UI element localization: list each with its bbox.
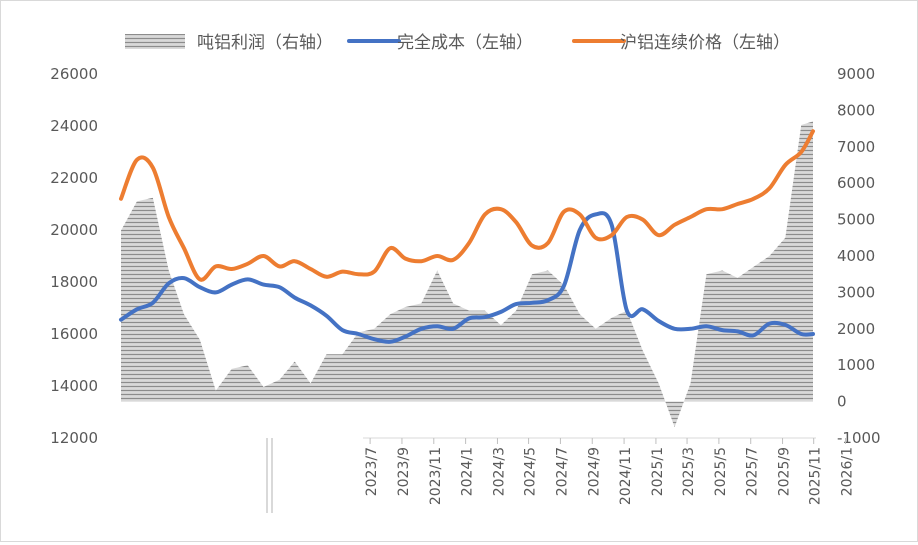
legend-label-cost: 完全成本（左轴） — [397, 33, 533, 53]
legend-item-profit: 吨铝利润（右轴） — [125, 33, 333, 53]
right-axis: -1000 0 1000 2000 3000 4000 5000 6000 7000 8000 90… — [837, 65, 881, 447]
x-axis-tick-label: 2024/5 — [523, 447, 539, 496]
x-axis-tick-label: 2024/1 — [460, 447, 476, 496]
x-axis-tick-label: 2023/9 — [396, 447, 412, 496]
left-axis-tick-label: 24000 — [50, 117, 98, 135]
right-axis-tick-label: 4000 — [837, 247, 875, 265]
right-axis-tick-label: 0 — [837, 393, 847, 411]
x-axis-tick-label: 2025/5 — [713, 447, 729, 496]
right-axis-tick-label: 5000 — [837, 211, 875, 229]
right-axis-tick-label: 1000 — [837, 356, 875, 374]
x-axis-tick-label: 2026/1 — [840, 447, 856, 496]
right-axis-tick-label: 8000 — [837, 101, 875, 119]
x-axis-tick-label: 2024/3 — [491, 447, 507, 496]
plot-area — [119, 121, 815, 428]
left-axis: 12000 14000 16000 18000 20000 22000 24000 26000 — [50, 65, 98, 447]
x-axis-tick-label: 2025/9 — [777, 447, 793, 496]
right-axis-tick-label: 2000 — [837, 320, 875, 338]
series-area-profit — [121, 121, 813, 428]
x-axis-tick-label: 2025/11 — [808, 447, 824, 505]
x-axis-tick-label: 2025/7 — [745, 447, 761, 496]
left-axis-tick-label: 20000 — [50, 221, 98, 239]
left-axis-tick-label: 16000 — [50, 325, 98, 343]
left-axis-tick-label: 26000 — [50, 65, 98, 83]
legend-label-profit: 吨铝利润（右轴） — [197, 33, 333, 53]
x-axis-tick-label: 2024/9 — [586, 447, 602, 496]
legend-label-price: 沪铝连续价格（左轴） — [620, 33, 790, 53]
x-axis: 2023/7 2023/9 2023/11 2024/1 2024/3 2024/5 202… — [266, 437, 856, 513]
left-axis-tick-label: 14000 — [50, 377, 98, 395]
x-axis-tick-label: 2025/1 — [650, 447, 666, 496]
right-axis-tick-label: 9000 — [837, 65, 875, 83]
legend: 吨铝利润（右轴） 完全成本（左轴） 沪铝连续价格（左轴） — [125, 33, 790, 53]
legend-item-cost: 完全成本（左轴） — [347, 33, 533, 53]
x-axis-tick-label: 2023/11 — [428, 447, 444, 505]
right-axis-tick-label: 6000 — [837, 174, 875, 192]
x-axis-tick-label: 2023/7 — [364, 447, 380, 496]
series-line-price — [119, 129, 815, 282]
left-axis-tick-label: 12000 — [50, 429, 98, 447]
x-axis-tick-label: 2024/7 — [554, 447, 570, 496]
left-axis-tick-label: 22000 — [50, 169, 98, 187]
x-axis-tick-label: 2025/3 — [681, 447, 697, 496]
right-axis-tick-label: 3000 — [837, 283, 875, 301]
right-axis-tick-label: 7000 — [837, 138, 875, 156]
right-axis-tick-label: -1000 — [837, 429, 881, 447]
left-axis-tick-label: 18000 — [50, 273, 98, 291]
legend-swatch-profit — [125, 34, 185, 49]
series-line-cost — [119, 211, 815, 344]
legend-item-price: 沪铝连续价格（左轴） — [572, 33, 790, 53]
x-axis-tick-label: 2024/11 — [618, 447, 634, 505]
